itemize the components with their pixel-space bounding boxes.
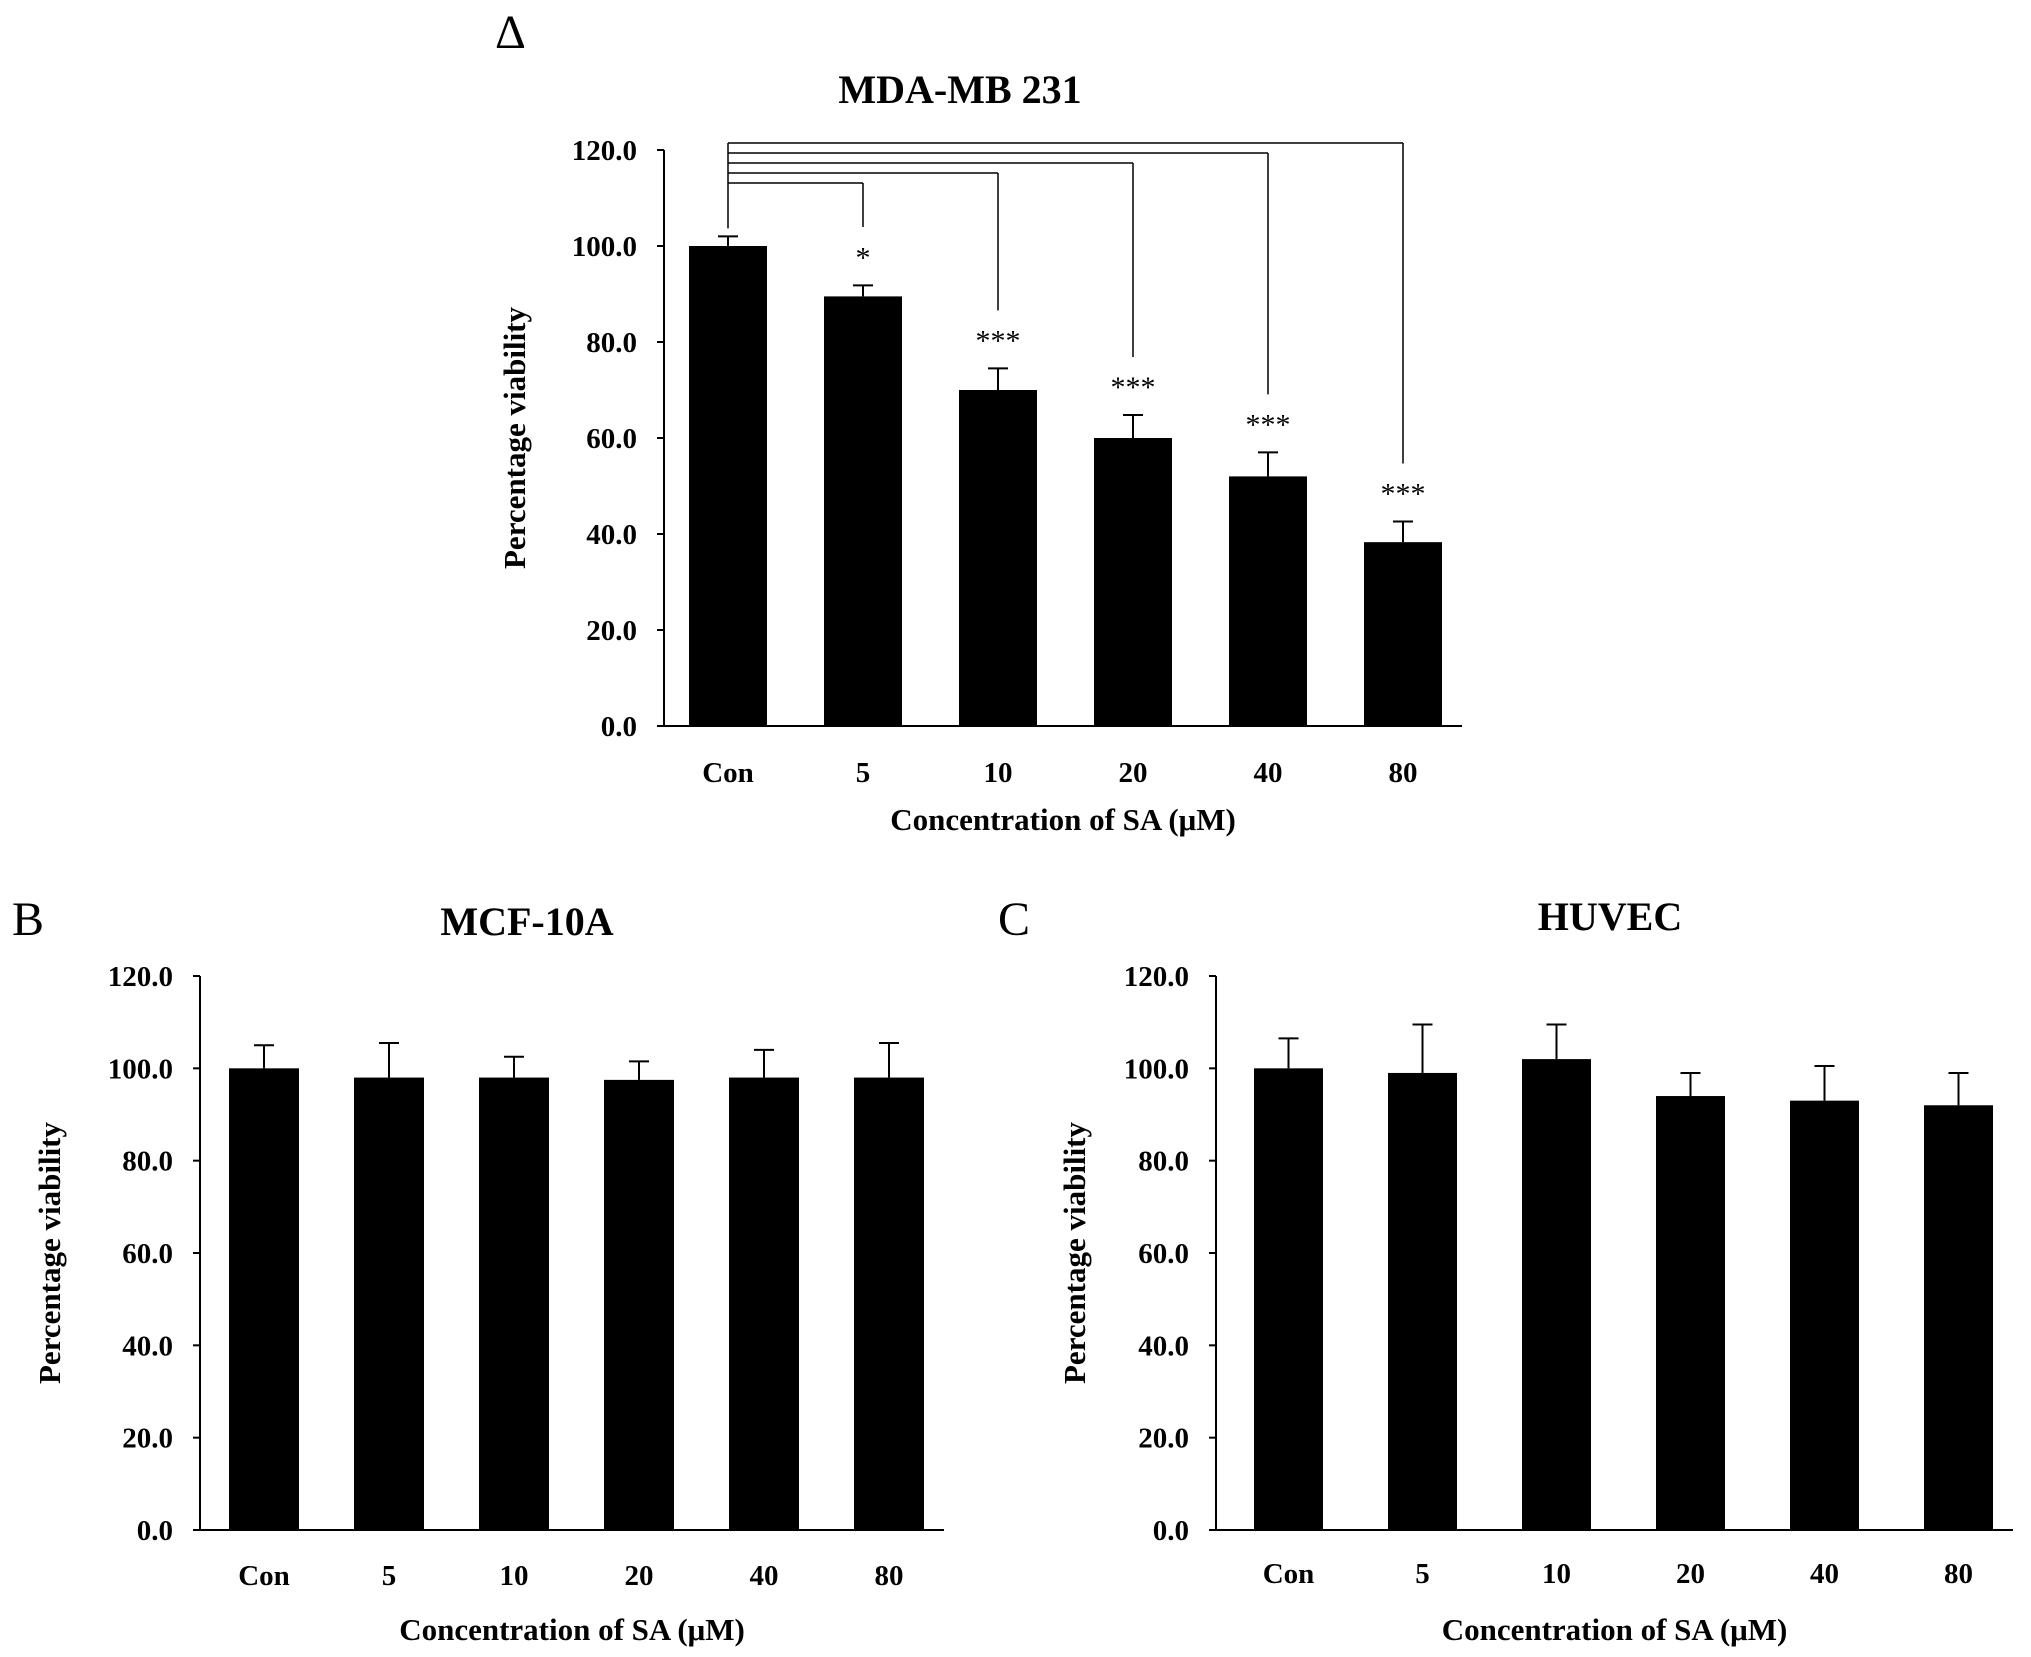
x-tick-label-Con: Con (1263, 1558, 1315, 1590)
bar-10 (1522, 1059, 1591, 1530)
x-tick-label-10: 10 (984, 757, 1013, 789)
x-tick-label-Con: Con (238, 1560, 290, 1592)
y-tick-label: 100.0 (108, 1053, 173, 1085)
significance-label-40: *** (1246, 408, 1291, 441)
y-tick-label: 0.0 (137, 1515, 173, 1547)
chart-title: MDA-MB 231 (838, 67, 1081, 112)
bar-5 (824, 296, 902, 726)
x-tick-label-40: 40 (750, 1560, 779, 1592)
y-tick-label: 0.0 (1153, 1515, 1189, 1547)
y-tick-label: 60.0 (586, 423, 637, 455)
x-tick-label-10: 10 (1542, 1558, 1571, 1590)
panel-label-c: C (998, 893, 1030, 946)
panel-label-b: B (12, 893, 44, 946)
y-tick-label: 100.0 (572, 231, 637, 263)
x-axis-label: Concentration of SA (μM) (1442, 1612, 1788, 1647)
y-tick-label: 80.0 (1138, 1146, 1189, 1178)
y-tick-label: 120.0 (572, 135, 637, 167)
x-tick-label-20: 20 (1119, 757, 1148, 789)
x-tick-label-Con: Con (702, 757, 754, 789)
y-tick-label: 60.0 (122, 1238, 173, 1270)
x-tick-label-40: 40 (1810, 1558, 1839, 1590)
chart-title: HUVEC (1538, 894, 1682, 939)
x-tick-label-20: 20 (625, 1560, 654, 1592)
x-tick-label-80: 80 (875, 1560, 904, 1592)
y-tick-label: 80.0 (586, 327, 637, 359)
bar-20 (1094, 438, 1172, 726)
y-axis-label: Percentage viability (497, 307, 532, 570)
x-tick-label-5: 5 (382, 1560, 397, 1592)
significance-label-20: *** (1111, 371, 1156, 404)
bar-5 (354, 1077, 424, 1530)
y-axis-label: Percentage viability (32, 1122, 67, 1385)
y-tick-label: 40.0 (1138, 1330, 1189, 1362)
y-tick-label: 120.0 (1124, 961, 1189, 993)
bar-20 (1656, 1096, 1725, 1530)
panel-label-a: Δ (495, 6, 526, 59)
chart-huvec: HUVEC 0.0 20.0 40.0 60.0 80.0 100.0 120.0 Percen… (1057, 894, 2013, 1647)
bar-80 (854, 1077, 924, 1530)
x-tick-label-10: 10 (500, 1560, 529, 1592)
y-tick-label: 60.0 (1138, 1238, 1189, 1270)
x-tick-label-20: 20 (1676, 1558, 1705, 1590)
chart-title: MCF-10A (440, 899, 613, 944)
y-tick-label: 40.0 (586, 519, 637, 551)
chart-mda-mb-231: MDA-MB 231 0.0 20.0 40.0 60.0 80.0 100.0 120.0 P… (497, 67, 1462, 837)
x-axis-label: Concentration of SA (μM) (890, 802, 1236, 837)
significance-label-10: *** (976, 324, 1021, 357)
bar-10 (479, 1077, 549, 1530)
bar-40 (1229, 476, 1307, 726)
y-tick-label: 20.0 (586, 615, 637, 647)
y-tick-label: 20.0 (1138, 1423, 1189, 1455)
bar-40 (1790, 1100, 1859, 1530)
x-axis-label: Concentration of SA (μM) (399, 1612, 745, 1647)
x-tick-label-80: 80 (1944, 1558, 1973, 1590)
y-tick-label: 0.0 (601, 711, 637, 743)
significance-label-5: * (856, 241, 871, 274)
bar-Con (1254, 1068, 1323, 1530)
bar-20 (604, 1079, 674, 1530)
bar-40 (729, 1077, 799, 1530)
bar-Con (689, 246, 767, 726)
chart-mcf-10a: MCF-10A 0.0 20.0 40.0 60.0 80.0 100.0 120.0 Perc… (32, 899, 944, 1647)
bar-Con (229, 1068, 299, 1530)
bar-80 (1924, 1105, 1993, 1530)
y-tick-label: 40.0 (122, 1330, 173, 1362)
y-tick-label: 100.0 (1124, 1053, 1189, 1085)
x-tick-label-40: 40 (1254, 757, 1283, 789)
y-tick-label: 80.0 (122, 1146, 173, 1178)
x-tick-label-80: 80 (1389, 757, 1418, 789)
x-tick-label-5: 5 (856, 757, 871, 789)
y-axis-label: Percentage viability (1057, 1122, 1092, 1385)
y-tick-label: 120.0 (108, 961, 173, 993)
bar-10 (959, 390, 1037, 726)
significance-label-80: *** (1381, 478, 1426, 511)
bar-80 (1364, 542, 1442, 726)
bar-5 (1388, 1072, 1457, 1530)
x-tick-label-5: 5 (1415, 1558, 1430, 1590)
y-tick-label: 20.0 (122, 1423, 173, 1455)
